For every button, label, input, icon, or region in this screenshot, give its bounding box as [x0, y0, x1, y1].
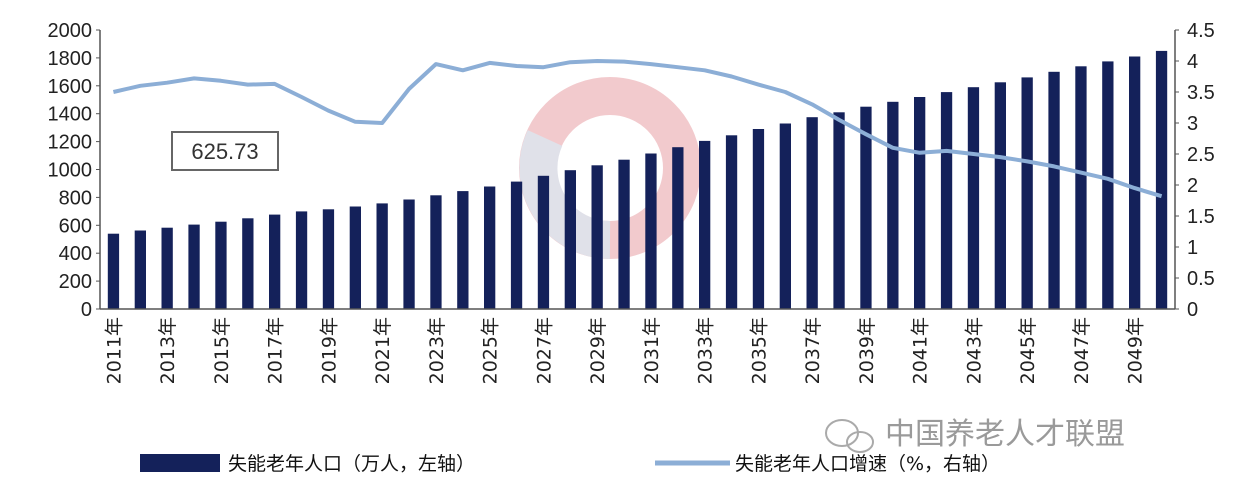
left-tick-label: 1400 [48, 104, 93, 126]
x-tick-label: 2049年 [1125, 317, 1147, 384]
bar-2044年 [994, 82, 1006, 309]
bar-2035年 [752, 129, 765, 309]
x-tick-label: 2041年 [910, 317, 932, 384]
left-tick-label: 1000 [48, 160, 93, 182]
x-tick-label: 2035年 [748, 317, 770, 384]
bar-2026年 [510, 181, 523, 309]
right-tick-label: 4.5 [1187, 20, 1215, 42]
bar-2019年 [322, 209, 335, 309]
bar-2028年 [564, 170, 576, 309]
right-tick-label: 1.5 [1187, 206, 1215, 228]
bar-2038年 [833, 112, 845, 309]
bar-2011年 [107, 233, 120, 309]
right-tick-label: 0.5 [1187, 268, 1215, 290]
watermark: 中国养老人才联盟 [825, 417, 1125, 453]
x-tick-label: 2017年 [265, 317, 287, 384]
x-tick-label: 2047年 [1071, 317, 1093, 384]
bar-2045年 [1021, 77, 1033, 310]
legend-bar-swatch [140, 454, 220, 472]
left-tick-label: 2000 [48, 20, 93, 42]
left-tick-label: 1200 [48, 132, 93, 154]
bar-2049年 [1129, 56, 1141, 309]
left-tick-label: 0 [81, 299, 92, 321]
bar-2043年 [967, 87, 980, 309]
bar-2027年 [537, 175, 550, 309]
right-tick-label: 4 [1187, 51, 1198, 73]
right-tick-label: 3.5 [1187, 82, 1215, 104]
x-tick-label: 2025年 [480, 317, 502, 384]
bar-2041年 [914, 97, 926, 309]
x-tick-label: 2011年 [103, 317, 125, 384]
bar-2037年 [806, 117, 818, 309]
x-tick-label: 2033年 [695, 317, 717, 384]
bar-2046年 [1048, 71, 1060, 309]
bar-2025年 [484, 186, 496, 309]
x-tick-label: 2015年 [211, 317, 233, 384]
x-tick-label: 2029年 [587, 317, 609, 384]
left-tick-label: 1600 [48, 76, 93, 98]
legend-bar-label: 失能老年人口（万人，左轴） [228, 453, 475, 475]
left-tick-label: 1800 [48, 48, 93, 70]
bar-2020年 [349, 206, 361, 309]
bar-2032年 [672, 147, 684, 309]
bar-2031年 [645, 153, 657, 309]
bar-2017年 [269, 214, 281, 309]
bar-2048年 [1102, 61, 1114, 310]
x-tick-label: 2021年 [372, 317, 394, 384]
bar-2014年 [188, 224, 200, 309]
watermark-text: 中国养老人才联盟 [885, 417, 1125, 452]
bar-2018年 [295, 211, 308, 309]
x-tick-label: 2027年 [533, 317, 555, 384]
bar-2047年 [1075, 66, 1087, 309]
bar-2030年 [618, 159, 630, 309]
callout-box [171, 131, 279, 171]
bar-2036年 [779, 123, 791, 309]
right-tick-label: 0 [1187, 299, 1198, 321]
bar-2050年 [1155, 50, 1168, 310]
left-tick-label: 800 [59, 187, 92, 209]
right-axis: 0 0.5 1 1.5 2 2.5 3 3.5 4 4.5 [1175, 20, 1215, 321]
bar-2023年 [430, 195, 442, 309]
bar-2039年 [860, 106, 872, 309]
callout: 625.73 [171, 131, 279, 171]
bar-2012年 [134, 230, 146, 309]
wechat-icon [825, 419, 874, 453]
bar-2034年 [725, 135, 738, 309]
left-axis: 0 200 400 600 800 1000 1200 1400 1600 1800 2000 [48, 20, 100, 321]
right-tick-label: 2 [1187, 175, 1198, 197]
bar-2021年 [376, 203, 388, 309]
legend-line-label: 失能老年人口增速（%，右轴） [735, 453, 1000, 475]
callout-label: 625.73 [191, 139, 258, 164]
right-tick-label: 2.5 [1187, 144, 1215, 166]
watermark-logo [519, 77, 701, 259]
growth-rate-line [112, 59, 1163, 199]
left-tick-label: 600 [59, 215, 92, 237]
bar-2024年 [457, 191, 469, 309]
bar-2015年 [215, 221, 227, 309]
x-tick-label: 2023年 [426, 317, 448, 384]
x-tick-label: 2043年 [963, 317, 985, 384]
right-tick-label: 1 [1187, 237, 1198, 259]
x-tick-label: 2045年 [1017, 317, 1039, 384]
bar-2040年 [887, 101, 899, 309]
x-tick-label: 2039年 [856, 317, 878, 384]
left-tick-label: 400 [59, 243, 92, 265]
x-axis: 2011年 2013年 2015年 2017年 2019年 2021年 2023年 2025年… [103, 317, 1146, 384]
legend: 失能老年人口（万人，左轴） 失能老年人口增速（%，右轴） [140, 453, 1000, 475]
bar-2029年 [591, 165, 603, 309]
bar-2013年 [161, 227, 173, 309]
x-tick-label: 2031年 [641, 317, 663, 384]
bar-2016年 [242, 218, 254, 309]
bars-layer [107, 50, 1168, 310]
bar-2042年 [940, 92, 953, 309]
x-tick-label: 2037年 [802, 317, 824, 384]
left-tick-label: 200 [59, 271, 92, 293]
bar-2033年 [699, 140, 711, 309]
right-tick-label: 3 [1187, 113, 1198, 135]
x-tick-label: 2019年 [318, 317, 340, 384]
bar-2022年 [403, 199, 415, 309]
x-tick-label: 2013年 [157, 317, 179, 384]
